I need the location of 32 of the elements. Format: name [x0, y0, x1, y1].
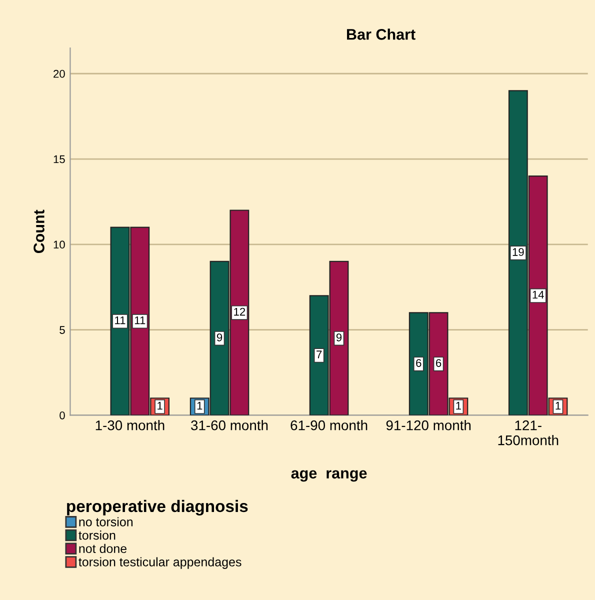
x-tick-label: 91-120 month: [386, 420, 471, 430]
x-tick-label: 31-60 month: [191, 420, 268, 430]
x-axis-title: age range: [291, 470, 367, 482]
data-label: 12: [234, 308, 246, 316]
data-label: 11: [134, 316, 146, 324]
y-tick-label: 15: [54, 155, 65, 164]
legend-label: torsion: [78, 530, 116, 540]
y-tick-label: 5: [60, 326, 65, 334]
data-label: 11: [115, 316, 126, 324]
y-tick-label: 0: [60, 411, 65, 420]
data-label: 9: [336, 333, 342, 342]
x-tick-label: 1-30 month: [96, 420, 164, 430]
x-tick-label: 121- 150month: [498, 420, 558, 446]
data-label: 1: [456, 402, 461, 410]
y-tick-label: 10: [54, 240, 65, 249]
data-label: 1: [197, 402, 202, 410]
y-axis-title: Count: [34, 210, 44, 254]
legend-label: not done: [79, 544, 127, 554]
data-label: 1: [556, 402, 561, 410]
data-label: 14: [532, 290, 544, 299]
data-label: 6: [416, 359, 422, 367]
legend-label: torsion testicular appendages: [78, 557, 242, 569]
chart-title: Bar Chart: [347, 28, 416, 40]
legend-title: peroperative diagnosis: [67, 500, 248, 516]
data-label: 9: [216, 333, 222, 342]
data-label: 1: [158, 402, 162, 410]
data-label: 7: [316, 350, 322, 358]
data-label: 6: [436, 359, 442, 367]
data-label: 19: [512, 248, 524, 256]
y-tick-label: 20: [54, 70, 65, 78]
legend-label: no torsion: [79, 517, 133, 526]
x-tick-label: 61-90 month: [290, 420, 368, 430]
